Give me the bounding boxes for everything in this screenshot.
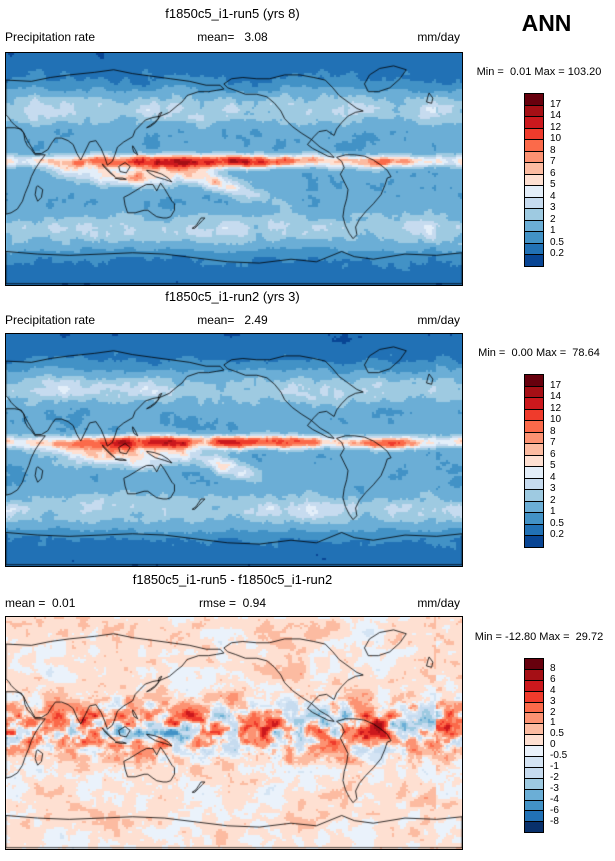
colorbar-tick-label: 1	[550, 225, 556, 236]
colorbar-tick-label: -6	[550, 804, 559, 816]
panel1-title: f1850c5_i1-run5 (yrs 8)	[165, 6, 300, 21]
season-label: ANN	[521, 10, 572, 36]
colorbar-tick-label: -1	[550, 761, 559, 772]
panel2-colorbar: 17 14 12 10 8 7 6 5 4 3 2 1 0.5 0.2	[524, 374, 584, 548]
colorbar-tick-label: 2	[550, 213, 556, 225]
colorbar-tick-label: 4	[550, 684, 556, 696]
colorbar-tick-label: -4	[550, 793, 559, 805]
colorbar-tick-label: 5	[550, 179, 556, 190]
panel2-minmax-label: Min = 0.00 Max = 78.64	[478, 347, 600, 359]
colorbar-tick-label: 5	[550, 460, 556, 471]
colorbar-tick-label: -3	[550, 782, 559, 794]
colorbar-tick-label: 10	[550, 133, 562, 144]
colorbar-tick-label: 1	[550, 506, 556, 517]
colorbar-tick-label: -0.5	[550, 750, 568, 762]
colorbar-tick-label: 17	[550, 98, 562, 110]
panel3-minmax-label: Min = -12.80 Max = 29.72	[474, 631, 604, 643]
colorbar-tick-label: 0.5	[550, 728, 564, 740]
colorbar-segment	[524, 821, 544, 834]
panel1-mean-label: mean= 3.08	[197, 30, 268, 44]
colorbar-tick-label: 6	[550, 448, 556, 460]
colorbar-tick-label: -8	[550, 815, 559, 827]
panel2-mean-label: mean= 2.49	[197, 313, 268, 327]
colorbar-tick-label: 2	[550, 494, 556, 506]
colorbar-tick-label: 3	[550, 483, 556, 494]
colorbar-tick-label: 1	[550, 717, 556, 729]
panel3-diff-map	[5, 616, 463, 850]
colorbar-tick-label: 12	[550, 121, 562, 133]
colorbar-tick-label: 0.2	[550, 529, 564, 540]
panel2-precip-map	[5, 333, 463, 567]
colorbar-tick-label: 8	[550, 425, 556, 437]
colorbar-tick-label: 8	[550, 662, 556, 674]
panel2-title: f1850c5_i1-run2 (yrs 3)	[165, 289, 300, 304]
colorbar-segment	[524, 535, 544, 548]
panel3-colorbar: 8 6 4 3 2 1 0.5 0 -0.5 -1 -2 -3 -4 -6 -8	[524, 658, 584, 834]
panel3-rmse-label: rmse = 0.94	[198, 596, 267, 610]
colorbar-tick-label: 7	[550, 437, 556, 448]
panel3-title: f1850c5_i1-run5 - f1850c5_i1-run2	[132, 572, 333, 587]
colorbar-tick-label: 2	[550, 706, 556, 718]
colorbar-tick-label: 0.5	[550, 517, 564, 529]
colorbar-tick-label: 4	[550, 471, 556, 483]
panel3-units-label: mm/day	[417, 596, 460, 610]
colorbar-tick-label: 0	[550, 739, 556, 751]
panel1-variable-label: Precipitation rate	[5, 30, 96, 44]
panel1-colorbar: 17 14 12 10 8 7 6 5 4 3 2 1 0.5 0.2	[524, 93, 584, 267]
colorbar-tick-label: 8	[550, 144, 556, 156]
panel3-mean-label: mean = 0.01	[5, 596, 76, 610]
colorbar-tick-label: 17	[550, 379, 562, 391]
colorbar-tick-label: 14	[550, 391, 562, 402]
panel1-precip-map	[5, 52, 463, 286]
colorbar-tick-label: 3	[550, 202, 556, 213]
colorbar-tick-label: 4	[550, 190, 556, 202]
colorbar-tick-label: 7	[550, 156, 556, 167]
panel1-units-label: mm/day	[417, 30, 460, 44]
panel1-minmax-label: Min = 0.01 Max = 103.20	[476, 66, 602, 78]
panel2-variable-label: Precipitation rate	[5, 313, 96, 327]
colorbar-tick-label: -2	[550, 771, 559, 783]
colorbar-tick-label: 0.5	[550, 236, 564, 248]
colorbar-tick-label: 10	[550, 414, 562, 425]
panel2-units-label: mm/day	[417, 313, 460, 327]
colorbar-tick-label: 6	[550, 167, 556, 179]
colorbar-tick-label: 6	[550, 673, 556, 685]
colorbar-tick-label: 12	[550, 402, 562, 414]
colorbar-tick-label: 3	[550, 695, 556, 707]
colorbar-segment	[524, 254, 544, 267]
colorbar-tick-label: 0.2	[550, 248, 564, 259]
colorbar-tick-label: 14	[550, 110, 562, 121]
